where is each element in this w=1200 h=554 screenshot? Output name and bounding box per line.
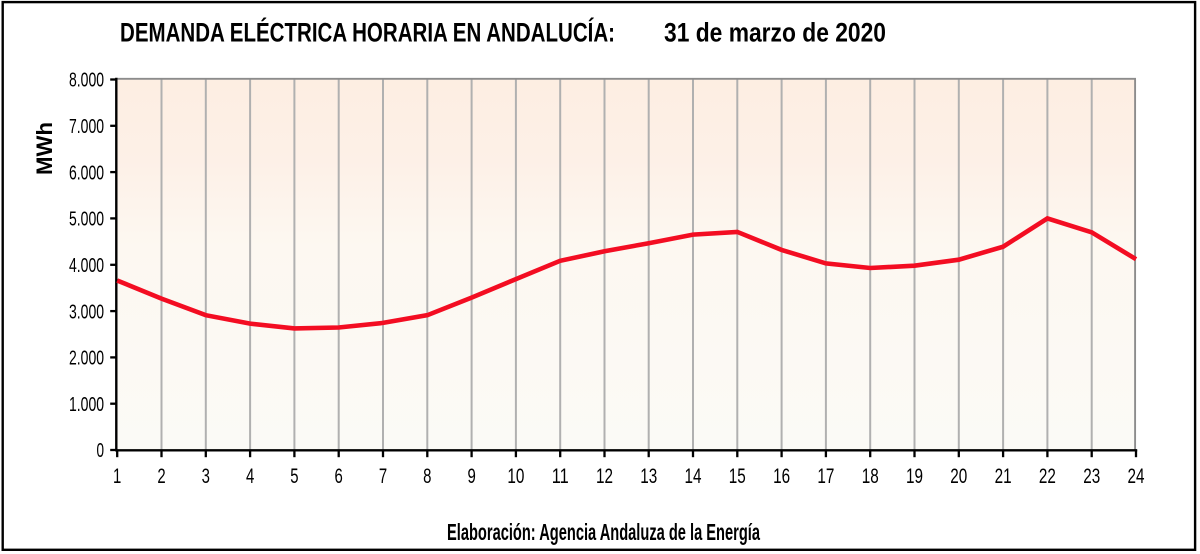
svg-text:5.000: 5.000 (69, 209, 104, 231)
svg-text:11: 11 (552, 464, 569, 488)
svg-text:10: 10 (507, 464, 524, 488)
svg-text:16: 16 (773, 464, 790, 488)
svg-text:23: 23 (1083, 464, 1100, 488)
svg-text:2.000: 2.000 (69, 348, 104, 370)
svg-text:24: 24 (1128, 464, 1145, 488)
svg-text:5: 5 (290, 464, 298, 488)
svg-text:19: 19 (906, 464, 923, 488)
svg-text:31 de marzo de 2020: 31 de marzo de 2020 (664, 18, 886, 48)
svg-text:15: 15 (729, 464, 746, 488)
svg-text:9: 9 (467, 464, 475, 488)
svg-text:MWh: MWh (32, 122, 57, 175)
svg-text:6: 6 (335, 464, 343, 488)
svg-text:20: 20 (950, 464, 967, 488)
svg-text:1: 1 (113, 464, 121, 488)
svg-text:DEMANDA ELÉCTRICA HORARIA EN A: DEMANDA ELÉCTRICA HORARIA EN ANDALUCÍA: (120, 17, 615, 48)
svg-text:7: 7 (379, 464, 387, 488)
svg-text:4: 4 (246, 464, 254, 488)
svg-text:7.000: 7.000 (69, 116, 104, 138)
svg-text:8: 8 (423, 464, 431, 488)
svg-text:2: 2 (157, 464, 165, 488)
svg-text:0: 0 (97, 440, 105, 462)
svg-text:21: 21 (995, 464, 1012, 488)
svg-text:6.000: 6.000 (69, 162, 104, 184)
svg-text:Elaboración: Agencia Andaluza: Elaboración: Agencia Andaluza de la Ener… (447, 519, 760, 545)
svg-text:3: 3 (202, 464, 210, 488)
svg-text:1.000: 1.000 (69, 394, 104, 416)
svg-text:17: 17 (817, 464, 834, 488)
svg-text:13: 13 (640, 464, 657, 488)
svg-text:18: 18 (862, 464, 879, 488)
svg-text:22: 22 (1039, 464, 1056, 488)
svg-text:12: 12 (596, 464, 613, 488)
svg-text:4.000: 4.000 (69, 255, 104, 277)
svg-text:8.000: 8.000 (69, 70, 104, 92)
svg-text:3.000: 3.000 (69, 301, 104, 323)
svg-text:14: 14 (685, 464, 702, 488)
